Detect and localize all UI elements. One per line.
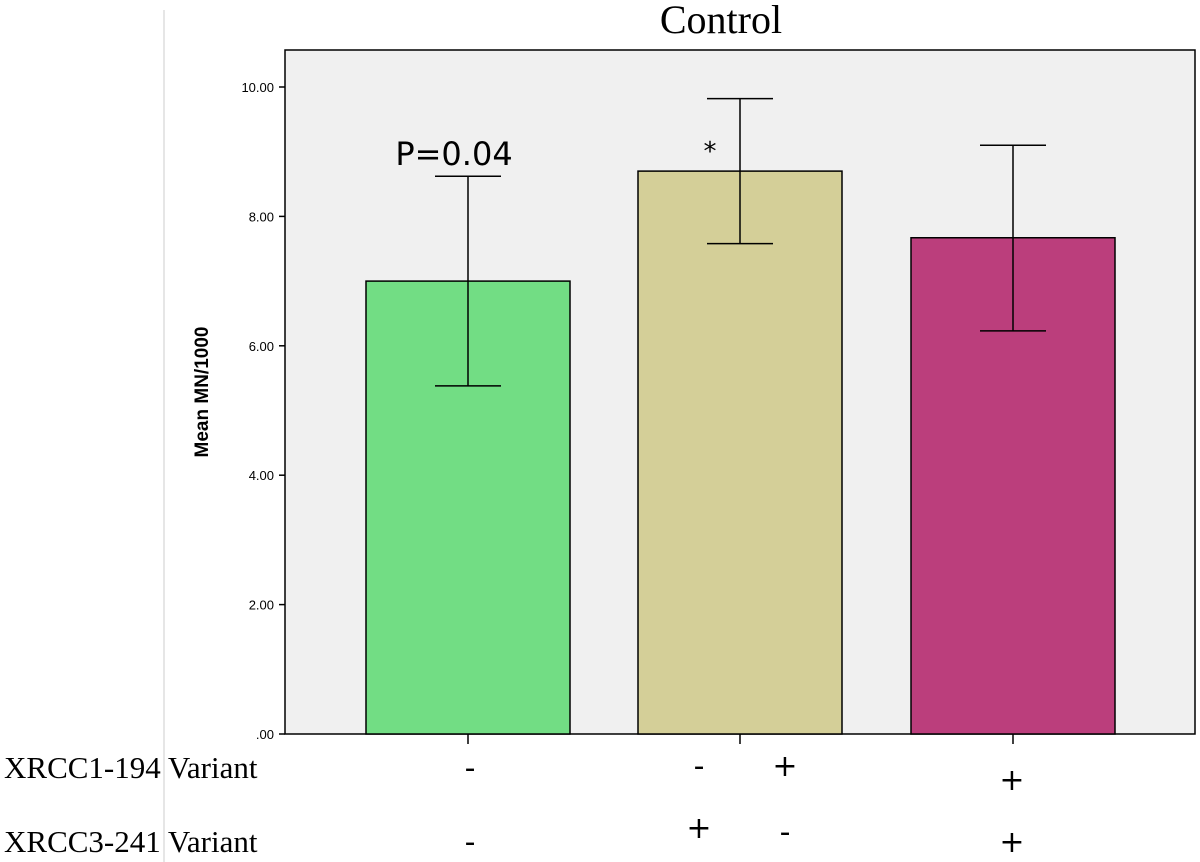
p-value-label: P=0.04 bbox=[395, 135, 512, 173]
y-tick-label: 10.00 bbox=[241, 80, 274, 95]
genotype-sign: - bbox=[465, 825, 476, 860]
y-tick-label: 6.00 bbox=[249, 339, 274, 354]
y-axis: .00 2.00 4.00 6.00 8.00 10.00 bbox=[241, 80, 285, 742]
genotype-sign: - bbox=[694, 749, 705, 784]
genotype-sign: + bbox=[772, 749, 797, 784]
significance-star: * bbox=[704, 137, 717, 167]
genotype-row-label: XRCC3-241 Variant bbox=[4, 824, 258, 859]
annotations: P=0.04 * bbox=[395, 135, 716, 173]
y-tick-label: 4.00 bbox=[249, 468, 274, 483]
y-tick-label: 2.00 bbox=[249, 598, 274, 613]
genotype-sign: + bbox=[999, 825, 1024, 860]
genotype-sign: - bbox=[780, 815, 791, 850]
x-axis-ticks bbox=[467, 734, 1014, 744]
y-tick-label: .00 bbox=[256, 727, 274, 742]
bar bbox=[637, 170, 843, 735]
genotype-table: XRCC1-194 Variant - - + + XRCC3-241 Variant - +… bbox=[4, 749, 1025, 860]
genotype-sign: + bbox=[999, 763, 1024, 798]
genotype-sign: + bbox=[686, 811, 711, 846]
y-tick-label: 8.00 bbox=[249, 209, 274, 224]
y-axis-label: Mean MN/1000 bbox=[192, 327, 213, 458]
chart-title: Control bbox=[660, 0, 782, 42]
genotype-sign: - bbox=[465, 751, 476, 786]
genotype-row-label: XRCC1-194 Variant bbox=[4, 750, 258, 785]
